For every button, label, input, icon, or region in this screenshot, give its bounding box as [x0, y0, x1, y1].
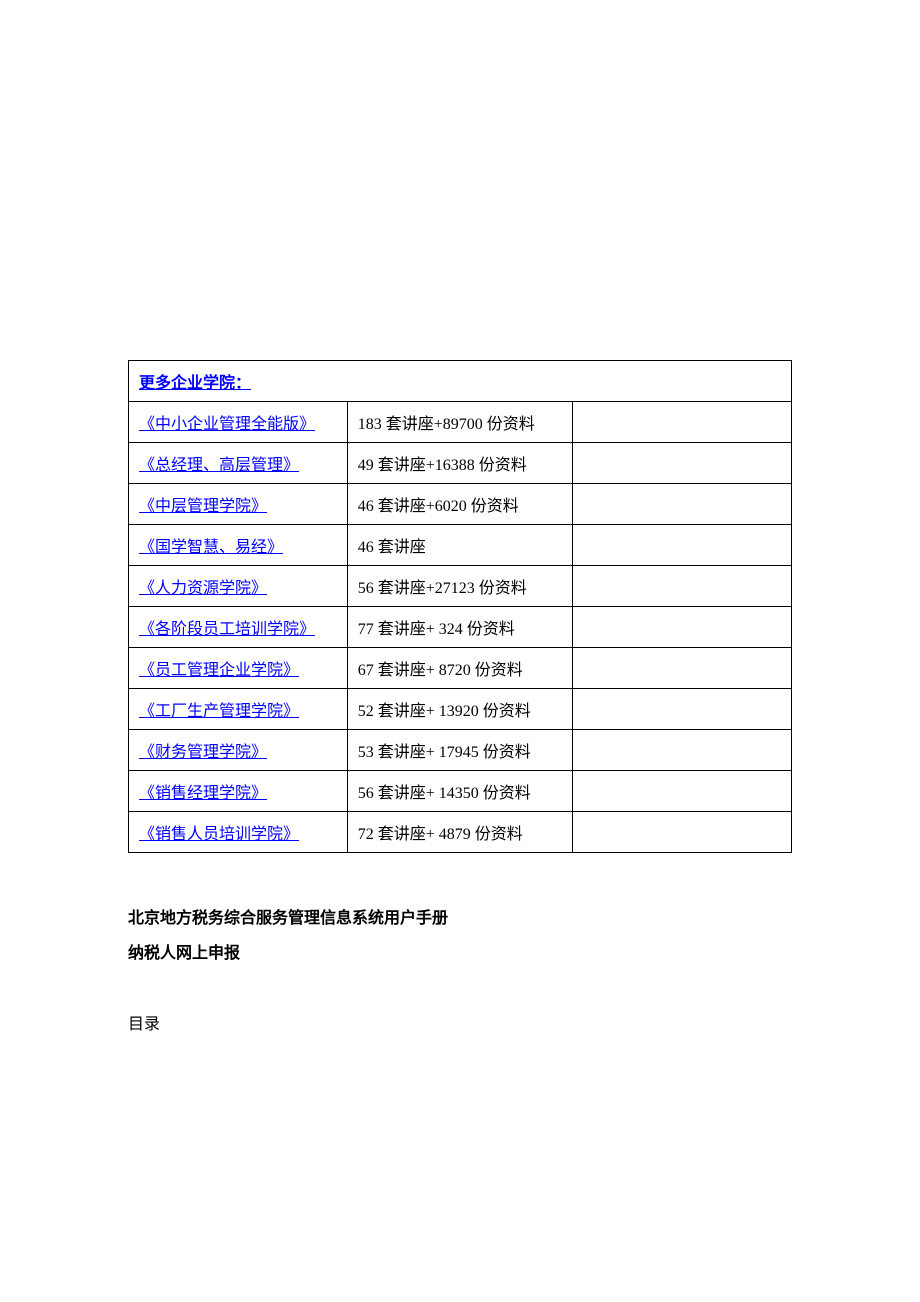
- course-name-link[interactable]: 《国学智慧、易经》: [139, 539, 283, 556]
- course-name-cell: 《总经理、高层管理》: [129, 443, 348, 484]
- course-name-link[interactable]: 《员工管理企业学院》: [139, 662, 299, 679]
- table-header-row: 更多企业学院：: [129, 361, 792, 402]
- course-name-link[interactable]: 《总经理、高层管理》: [139, 457, 299, 474]
- course-name-link[interactable]: 《财务管理学院》: [139, 744, 267, 761]
- course-detail-cell: 53 套讲座+ 17945 份资料: [347, 730, 572, 771]
- course-name-link[interactable]: 《中层管理学院》: [139, 498, 267, 515]
- table-row: 《总经理、高层管理》 49 套讲座+16388 份资料: [129, 443, 792, 484]
- table-row: 《财务管理学院》 53 套讲座+ 17945 份资料: [129, 730, 792, 771]
- body-text-block: 北京地方税务综合服务管理信息系统用户手册 纳税人网上申报 目录: [128, 901, 792, 1042]
- course-empty-cell: [573, 484, 792, 525]
- course-name-cell: 《各阶段员工培训学院》: [129, 607, 348, 648]
- title-line-1: 北京地方税务综合服务管理信息系统用户手册: [128, 901, 792, 936]
- course-name-cell: 《国学智慧、易经》: [129, 525, 348, 566]
- course-name-link[interactable]: 《销售人员培训学院》: [139, 826, 299, 843]
- course-detail-cell: 67 套讲座+ 8720 份资料: [347, 648, 572, 689]
- course-empty-cell: [573, 648, 792, 689]
- course-table: 更多企业学院： 《中小企业管理全能版》 183 套讲座+89700 份资料 《总…: [128, 360, 792, 853]
- table-row: 《人力资源学院》 56 套讲座+27123 份资料: [129, 566, 792, 607]
- course-empty-cell: [573, 402, 792, 443]
- course-empty-cell: [573, 443, 792, 484]
- course-detail-cell: 46 套讲座: [347, 525, 572, 566]
- course-detail-cell: 72 套讲座+ 4879 份资料: [347, 812, 572, 853]
- course-empty-cell: [573, 607, 792, 648]
- page-content: 更多企业学院： 《中小企业管理全能版》 183 套讲座+89700 份资料 《总…: [0, 0, 920, 1042]
- course-empty-cell: [573, 812, 792, 853]
- course-empty-cell: [573, 566, 792, 607]
- course-name-cell: 《销售人员培训学院》: [129, 812, 348, 853]
- table-row: 《国学智慧、易经》 46 套讲座: [129, 525, 792, 566]
- course-detail-cell: 46 套讲座+6020 份资料: [347, 484, 572, 525]
- course-detail-cell: 56 套讲座+ 14350 份资料: [347, 771, 572, 812]
- course-name-cell: 《员工管理企业学院》: [129, 648, 348, 689]
- course-detail-cell: 183 套讲座+89700 份资料: [347, 402, 572, 443]
- title-line-2: 纳税人网上申报: [128, 936, 792, 971]
- table-header-text[interactable]: 更多企业学院：: [139, 375, 251, 392]
- course-name-link[interactable]: 《各阶段员工培训学院》: [139, 621, 315, 638]
- course-empty-cell: [573, 771, 792, 812]
- course-name-link[interactable]: 《人力资源学院》: [139, 580, 267, 597]
- table-row: 《各阶段员工培训学院》 77 套讲座+ 324 份资料: [129, 607, 792, 648]
- table-row: 《中小企业管理全能版》 183 套讲座+89700 份资料: [129, 402, 792, 443]
- table-row: 《中层管理学院》 46 套讲座+6020 份资料: [129, 484, 792, 525]
- course-name-cell: 《人力资源学院》: [129, 566, 348, 607]
- course-detail-cell: 52 套讲座+ 13920 份资料: [347, 689, 572, 730]
- course-name-link[interactable]: 《中小企业管理全能版》: [139, 416, 315, 433]
- table-row: 《工厂生产管理学院》 52 套讲座+ 13920 份资料: [129, 689, 792, 730]
- table-row: 《销售经理学院》 56 套讲座+ 14350 份资料: [129, 771, 792, 812]
- course-detail-cell: 49 套讲座+16388 份资料: [347, 443, 572, 484]
- table-header-cell: 更多企业学院：: [129, 361, 792, 402]
- course-name-cell: 《财务管理学院》: [129, 730, 348, 771]
- table-row: 《员工管理企业学院》 67 套讲座+ 8720 份资料: [129, 648, 792, 689]
- course-name-link[interactable]: 《销售经理学院》: [139, 785, 267, 802]
- course-name-cell: 《工厂生产管理学院》: [129, 689, 348, 730]
- course-name-cell: 《销售经理学院》: [129, 771, 348, 812]
- course-name-cell: 《中层管理学院》: [129, 484, 348, 525]
- table-row: 《销售人员培训学院》 72 套讲座+ 4879 份资料: [129, 812, 792, 853]
- course-empty-cell: [573, 689, 792, 730]
- course-empty-cell: [573, 525, 792, 566]
- course-detail-cell: 56 套讲座+27123 份资料: [347, 566, 572, 607]
- course-name-cell: 《中小企业管理全能版》: [129, 402, 348, 443]
- course-name-link[interactable]: 《工厂生产管理学院》: [139, 703, 299, 720]
- toc-label: 目录: [128, 1007, 792, 1042]
- course-detail-cell: 77 套讲座+ 324 份资料: [347, 607, 572, 648]
- course-empty-cell: [573, 730, 792, 771]
